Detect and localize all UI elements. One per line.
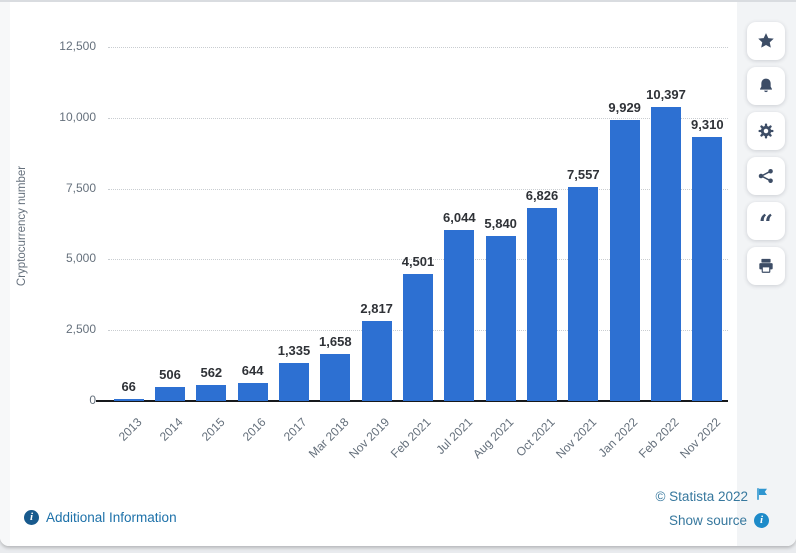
- copyright-label: © Statista 2022: [655, 488, 748, 504]
- x-tick-label: Nov 2022: [677, 415, 724, 462]
- x-tick-label: Feb 2022: [636, 415, 682, 461]
- source-info-icon: [754, 512, 769, 528]
- bar-value-label: 644: [241, 362, 264, 378]
- bell-icon: [756, 76, 776, 96]
- x-axis-baseline: [96, 400, 728, 402]
- bar-value-label: 7,557: [567, 166, 600, 182]
- x-tick-label: Aug 2021: [470, 415, 517, 462]
- gridline: [108, 117, 728, 119]
- bar-value-label: 6,826: [525, 187, 559, 203]
- bar-value-label: 506: [159, 366, 181, 382]
- bar-value-label: 1,335: [277, 343, 311, 359]
- bar[interactable]: [485, 235, 516, 401]
- bar[interactable]: [403, 273, 433, 401]
- show-source-link[interactable]: Show source: [655, 510, 769, 530]
- bar-value-label: 1,658: [319, 334, 352, 350]
- print-button[interactable]: [747, 247, 785, 285]
- info-icon: [24, 510, 39, 525]
- cite-button[interactable]: “: [747, 202, 785, 240]
- bar[interactable]: [651, 106, 681, 401]
- gridline: [108, 188, 728, 190]
- bar-value-label: 10,397: [646, 86, 686, 102]
- bar[interactable]: [113, 399, 144, 401]
- share-icon: [756, 166, 776, 186]
- y-tick-label: 2,500: [65, 322, 96, 337]
- toolbar: “: [737, 2, 796, 546]
- x-tick-label: 2015: [198, 415, 228, 444]
- gear-icon: [756, 121, 776, 141]
- bar-value-label: 2,817: [360, 301, 393, 317]
- bar[interactable]: [320, 354, 351, 401]
- y-tick-label: 5,000: [65, 251, 96, 266]
- x-tick-label: Oct 2021: [513, 415, 558, 460]
- y-tick-label: 12,500: [59, 39, 96, 53]
- x-tick-label: 2016: [239, 415, 269, 444]
- bar[interactable]: [609, 119, 640, 401]
- bar-value-label: 4,501: [401, 253, 435, 269]
- bar-value-label: 5,840: [484, 215, 517, 231]
- quote-icon: “: [756, 211, 776, 231]
- x-tick-label: Mar 2018: [305, 415, 352, 461]
- flag-icon: [755, 487, 769, 506]
- bar[interactable]: [155, 386, 185, 401]
- favorite-button[interactable]: [747, 22, 785, 60]
- y-tick-label: 7,500: [65, 180, 96, 195]
- printer-icon: [756, 256, 776, 276]
- bar[interactable]: [196, 385, 227, 401]
- copyright-link[interactable]: © Statista 2022: [655, 486, 769, 506]
- bar-value-label: 9,929: [608, 99, 641, 115]
- x-tick-label: Feb 2021: [388, 415, 434, 461]
- x-tick-label: Nov 2021: [553, 415, 600, 462]
- x-tick-label: Nov 2019: [346, 415, 393, 462]
- additional-information-link[interactable]: Additional Information: [24, 510, 177, 525]
- bar[interactable]: [692, 137, 723, 401]
- show-source-label: Show source: [668, 512, 747, 528]
- bar[interactable]: [361, 321, 392, 401]
- gridline: [108, 47, 728, 48]
- bar[interactable]: [237, 382, 268, 401]
- x-tick-label: Jan 2022: [595, 415, 641, 460]
- settings-button[interactable]: [747, 112, 785, 150]
- bar-value-label: 9,310: [691, 117, 724, 133]
- left-edge-strip: [0, 2, 10, 546]
- share-button[interactable]: [747, 157, 785, 195]
- bar[interactable]: [568, 187, 599, 401]
- star-icon: [756, 31, 776, 51]
- plot-area: 66 506 562 644 1,335 1,658 2,817 4,501 6,044 5,84…: [96, 47, 728, 402]
- bar[interactable]: [279, 363, 309, 401]
- notifications-button[interactable]: [747, 67, 785, 105]
- y-tick-label: 10,000: [59, 109, 96, 124]
- bar-value-label: 66: [121, 379, 136, 395]
- footer-right: © Statista 2022 Show source: [655, 486, 769, 534]
- gridline: [108, 259, 728, 261]
- bar-value-label: 562: [200, 365, 223, 381]
- x-tick-label: 2014: [157, 415, 186, 444]
- x-tick-label: 2017: [281, 415, 310, 444]
- additional-information-label: Additional Information: [46, 510, 177, 525]
- bar[interactable]: [444, 229, 475, 401]
- y-tick-label: 0: [89, 393, 96, 407]
- x-tick-label: 2013: [115, 415, 145, 444]
- svg-text:“: “: [759, 211, 773, 231]
- bar-value-label: 6,044: [443, 209, 476, 225]
- y-axis-title: Cryptocurrency number: [16, 165, 28, 287]
- bar[interactable]: [527, 207, 557, 401]
